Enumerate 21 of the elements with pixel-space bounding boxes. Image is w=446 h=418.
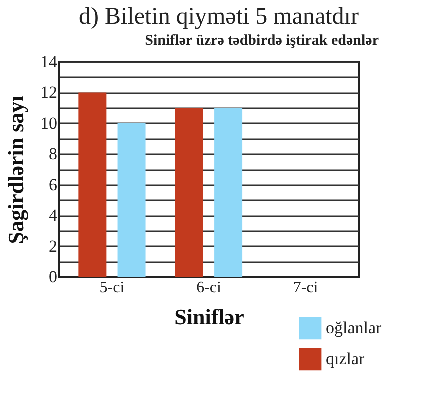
bar — [118, 123, 146, 277]
y-tick-label: 14 — [40, 52, 58, 72]
bar — [175, 108, 204, 277]
y-tick-label: 4 — [49, 206, 58, 226]
x-tick-label: 6-ci — [196, 280, 222, 296]
legend-label: qızlar — [326, 350, 366, 368]
x-axis-title: Siniflər — [174, 304, 245, 330]
y-tick-label: 12 — [40, 83, 58, 102]
x-tick-label: 7-ci — [293, 280, 319, 296]
bar — [78, 92, 107, 277]
bar — [214, 108, 243, 277]
chart-title: Siniflər üzrə tədbirdə iştirak edənlər — [145, 33, 380, 49]
legend-label: oğlanlar — [326, 318, 382, 338]
y-tick-label: 6 — [49, 175, 58, 194]
y-tick-label: 0 — [49, 268, 58, 286]
y-tick-label: 8 — [49, 144, 58, 164]
y-tick-label: 2 — [49, 236, 58, 256]
y-axis-title: Şagirdlərin sayı — [4, 96, 28, 244]
text: d) Biletin qiyməti 5 manatdır — [79, 4, 359, 30]
x-tick-label: 5-ci — [100, 280, 126, 296]
y-tick-label: 10 — [40, 114, 58, 133]
